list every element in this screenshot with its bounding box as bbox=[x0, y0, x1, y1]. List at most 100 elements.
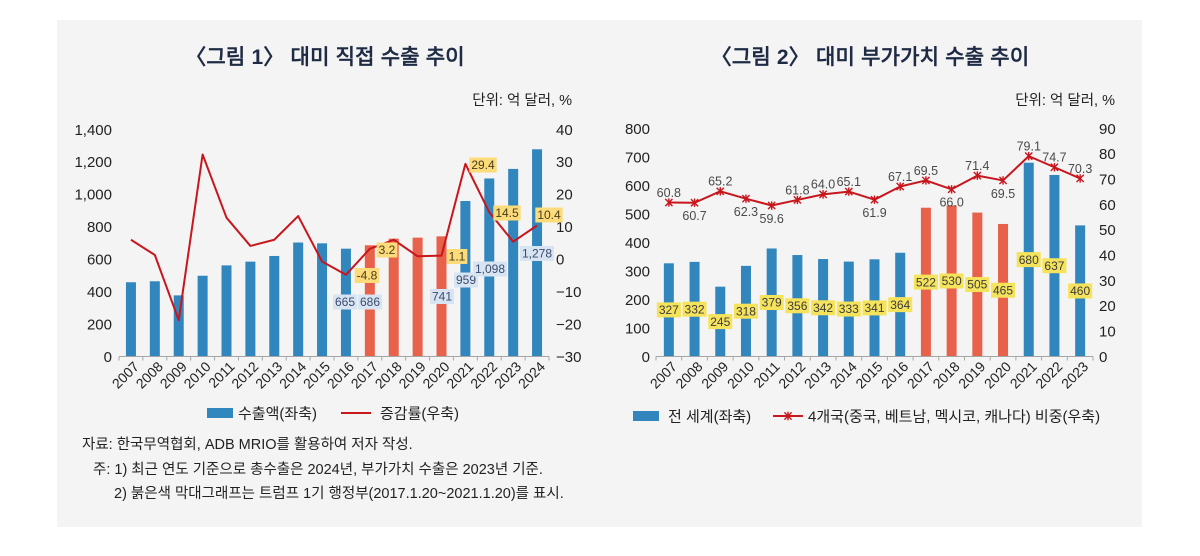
y-left-tick-label: 500 bbox=[625, 206, 650, 223]
bar-2010 bbox=[197, 275, 208, 357]
line-label-2007: 60.8 bbox=[657, 186, 681, 200]
bar-label-2007-text: 327 bbox=[659, 303, 679, 317]
bar-label-2019-bg bbox=[965, 277, 990, 293]
bar-label-2018: 530 bbox=[939, 273, 964, 289]
x-tick-label-2012: 2012 bbox=[775, 358, 808, 391]
bar-label-2021-bg bbox=[453, 272, 479, 288]
line-marker-2023 bbox=[1076, 174, 1085, 183]
chart-1: 2007200820092010201120122013201420152016… bbox=[74, 122, 581, 423]
x-tick-label-2007: 2007 bbox=[647, 358, 680, 391]
bar-label-2008: 332 bbox=[682, 301, 707, 317]
line-marker-2012 bbox=[793, 195, 802, 205]
bar-label-2010-bg bbox=[733, 303, 758, 319]
y-left-tick-label: 0 bbox=[642, 349, 650, 366]
line-label-2016-text: -4.8 bbox=[357, 269, 378, 283]
y-right-tick-label: 0 bbox=[556, 251, 564, 268]
legend-label: 증감률(우축) bbox=[380, 405, 459, 422]
legend-item-1: 전 세계(좌축) bbox=[633, 408, 751, 425]
bar-label-2022-text: 637 bbox=[1044, 259, 1064, 273]
line-label-2020: 69.5 bbox=[991, 187, 1015, 201]
line-marker-2014 bbox=[844, 187, 853, 196]
legend-asterisk-marker bbox=[783, 411, 793, 421]
y-left-tick-label: 200 bbox=[87, 316, 112, 333]
line-label-2016: 67.1 bbox=[888, 170, 912, 184]
bar-label-2024-bg bbox=[519, 246, 555, 261]
line-marker-2018 bbox=[947, 185, 956, 194]
bar-label-2012-bg bbox=[785, 298, 810, 314]
y-right-tick-label: 70 bbox=[1099, 171, 1116, 188]
bar-label-2021: 959 bbox=[453, 272, 479, 288]
bar-2009 bbox=[173, 295, 184, 357]
note-item-2: 2) 붉은색 막대그래프는 트럼프 1기 행정부(2017.1.20~2021.… bbox=[114, 486, 564, 502]
bar-label-2017: 686 bbox=[357, 294, 383, 310]
line-label-2022-bg bbox=[493, 205, 521, 221]
line-label-2019: 71.4 bbox=[965, 159, 989, 173]
bar-label-2011-text: 379 bbox=[762, 296, 782, 310]
line-label-2021-bg bbox=[469, 157, 497, 173]
y-left-tick-label: 300 bbox=[625, 263, 650, 280]
bar-label-2012: 356 bbox=[785, 298, 810, 314]
bar-label-2023: 460 bbox=[1068, 283, 1093, 299]
y-right-tick-label: −20 bbox=[556, 316, 581, 333]
bar-label-2013-text: 342 bbox=[813, 301, 833, 315]
line-label-2013: 64.0 bbox=[811, 178, 835, 192]
x-tick-label-2023: 2023 bbox=[1058, 358, 1091, 391]
bar-2019 bbox=[412, 237, 423, 357]
line-label-2016: -4.8 bbox=[354, 268, 380, 283]
line-label-2021: 79.1 bbox=[1017, 139, 1041, 153]
bar-2012 bbox=[245, 261, 256, 357]
y-left-tick-label: 600 bbox=[625, 178, 650, 195]
bar-label-2016-text: 364 bbox=[890, 298, 910, 312]
x-tick-label-2022: 2022 bbox=[1032, 358, 1065, 391]
line-label-2021: 29.4 bbox=[469, 157, 497, 173]
y-right-tick-label: 50 bbox=[1099, 222, 1116, 239]
legend-label: 전 세계(좌축) bbox=[668, 408, 751, 425]
bar-label-2017-bg bbox=[913, 274, 938, 290]
line-marker-2009 bbox=[716, 187, 725, 196]
line-marker-2010 bbox=[741, 194, 751, 203]
y-right-tick-label: 40 bbox=[556, 122, 573, 139]
y-left-tick-label: 400 bbox=[625, 235, 650, 252]
line-marker-2008 bbox=[690, 198, 699, 207]
x-tick-label-2009: 2009 bbox=[698, 358, 731, 391]
bar-label-2007-bg bbox=[656, 302, 681, 318]
legend-item-2: 증감률(우축) bbox=[341, 405, 459, 422]
x-tick-label-2015: 2015 bbox=[852, 358, 885, 391]
bar-2023 bbox=[508, 168, 519, 357]
bar-label-2009: 245 bbox=[708, 314, 733, 330]
x-tick-label-2014: 2014 bbox=[827, 358, 860, 391]
figure-1-title: 〈그림 1〉 대미 직접 수출 추이 bbox=[185, 46, 465, 69]
bar-label-2016-text: 665 bbox=[335, 295, 355, 309]
y-right-tick-label: 0 bbox=[1099, 349, 1107, 366]
y-right-tick-label: 30 bbox=[556, 154, 573, 171]
line-label-2021-text: 29.4 bbox=[471, 158, 495, 172]
bar-label-2014: 333 bbox=[836, 301, 861, 317]
line-label-2008: 60.7 bbox=[682, 209, 706, 223]
bar-label-2018-bg bbox=[939, 273, 964, 289]
bar-label-2020-bg bbox=[991, 282, 1016, 298]
bar-label-2016: 364 bbox=[888, 297, 913, 313]
bar-label-2024: 1,278 bbox=[519, 246, 555, 261]
bar-label-2022-bg bbox=[472, 261, 508, 277]
bar-2013 bbox=[269, 255, 280, 357]
line-label-2010: 62.3 bbox=[734, 205, 758, 219]
line-marker-2021 bbox=[1024, 151, 1033, 161]
y-right-tick-label: −30 bbox=[556, 349, 581, 366]
y-right-tick-label: −10 bbox=[556, 284, 581, 301]
bar-label-2015: 341 bbox=[862, 300, 887, 316]
line-label-2012: 61.8 bbox=[785, 183, 809, 197]
bar-label-2013-bg bbox=[811, 300, 836, 316]
bar-2015 bbox=[317, 243, 328, 357]
x-tick-label-2018: 2018 bbox=[929, 358, 962, 391]
y-left-tick-label: 600 bbox=[87, 251, 112, 268]
legend-label: 4개국(중국, 베트남, 멕시코, 캐나다) 비중(우축) bbox=[808, 408, 1100, 425]
line-marker-2022 bbox=[1050, 163, 1059, 172]
bar-label-2020: 741 bbox=[429, 289, 455, 304]
line-label-2022-text: 14.5 bbox=[495, 206, 519, 220]
bar-label-2007: 327 bbox=[656, 302, 681, 318]
bar-label-2020-text: 741 bbox=[432, 290, 452, 304]
bar-label-2024-text: 1,278 bbox=[522, 247, 552, 261]
bar-label-2014-text: 333 bbox=[839, 302, 859, 316]
bar-label-2017: 522 bbox=[913, 274, 938, 290]
bar-label-2022: 1,098 bbox=[472, 261, 508, 277]
